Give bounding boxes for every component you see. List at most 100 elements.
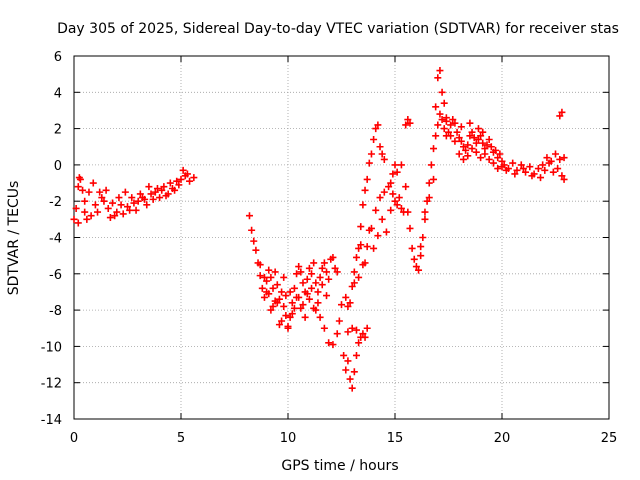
- data-point: [359, 330, 367, 338]
- data-point: [474, 125, 482, 133]
- data-point: [494, 154, 502, 162]
- data-point: [70, 215, 78, 223]
- data-point: [284, 322, 292, 330]
- data-point: [299, 279, 307, 287]
- data-point: [333, 330, 341, 338]
- data-point: [389, 170, 397, 178]
- data-point: [378, 150, 386, 158]
- data-point: [464, 141, 472, 149]
- data-point: [323, 268, 331, 276]
- data-point: [372, 125, 380, 133]
- y-tick-label: -2: [49, 195, 62, 210]
- data-point: [556, 112, 564, 120]
- data-point: [560, 175, 568, 183]
- y-tick-label: -10: [41, 340, 62, 355]
- data-point: [361, 186, 369, 194]
- data-point: [543, 154, 551, 162]
- data-point: [438, 116, 446, 124]
- data-point: [434, 74, 442, 82]
- data-point: [556, 155, 564, 163]
- data-point: [102, 186, 110, 194]
- data-point: [434, 121, 442, 129]
- data-point: [158, 186, 166, 194]
- data-point: [115, 194, 123, 202]
- data-point: [466, 119, 474, 127]
- data-point: [171, 186, 179, 194]
- data-point: [363, 175, 371, 183]
- data-point: [305, 264, 313, 272]
- data-point: [303, 290, 311, 298]
- data-point: [370, 244, 378, 252]
- data-point: [472, 139, 480, 147]
- data-point: [500, 161, 508, 169]
- data-point: [89, 179, 97, 187]
- data-point: [286, 288, 294, 296]
- data-point: [404, 208, 412, 216]
- data-point: [440, 99, 448, 107]
- data-point: [511, 170, 519, 178]
- data-point: [436, 110, 444, 118]
- data-point: [81, 208, 89, 216]
- data-point: [269, 284, 277, 292]
- x-tick-label: 10: [280, 431, 297, 446]
- data-point: [357, 223, 365, 231]
- data-point: [186, 177, 194, 185]
- data-point: [449, 116, 457, 124]
- data-point: [466, 132, 474, 140]
- data-point: [554, 165, 562, 173]
- data-point: [367, 150, 375, 158]
- data-point: [447, 121, 455, 129]
- data-point: [348, 384, 356, 392]
- y-axis-label: SDTVAR / TECUs: [6, 181, 22, 296]
- data-point: [175, 181, 183, 189]
- grid-lines: [74, 56, 609, 419]
- data-point: [427, 161, 435, 169]
- data-point: [258, 284, 266, 292]
- data-point: [457, 137, 465, 145]
- data-point: [352, 326, 360, 334]
- data-point: [179, 166, 187, 174]
- data-point: [76, 175, 84, 183]
- data-point: [87, 212, 95, 220]
- data-point: [402, 121, 410, 129]
- data-point: [263, 288, 271, 296]
- data-point: [479, 139, 487, 147]
- data-point: [352, 253, 360, 261]
- data-point: [387, 179, 395, 187]
- data-point: [83, 215, 91, 223]
- data-point: [314, 288, 322, 296]
- data-point: [425, 179, 433, 187]
- data-point: [451, 119, 459, 127]
- data-point: [126, 206, 134, 214]
- data-point: [355, 339, 363, 347]
- data-point: [517, 161, 525, 169]
- data-point: [457, 123, 465, 131]
- data-point: [338, 301, 345, 309]
- data-point: [391, 161, 399, 169]
- data-point: [421, 215, 429, 223]
- data-point: [162, 192, 170, 200]
- data-point: [293, 270, 301, 278]
- data-point: [382, 228, 390, 236]
- data-point: [295, 263, 303, 271]
- data-point: [560, 154, 568, 162]
- chart-title: Day 305 of 2025, Sidereal Day-to-day VTE…: [57, 21, 619, 37]
- data-point: [402, 183, 410, 191]
- data-point: [541, 166, 549, 174]
- data-point: [100, 197, 108, 205]
- data-point: [308, 270, 316, 278]
- data-point: [121, 188, 129, 196]
- data-point: [363, 243, 371, 251]
- data-point: [355, 244, 363, 252]
- y-tick-label: 4: [54, 86, 62, 101]
- data-point: [342, 366, 350, 374]
- data-point: [136, 190, 144, 198]
- data-point: [393, 168, 401, 176]
- data-point: [344, 357, 352, 365]
- data-point: [380, 155, 388, 163]
- data-point: [350, 279, 358, 287]
- data-point: [256, 261, 264, 269]
- data-point: [447, 132, 455, 140]
- data-point: [74, 183, 82, 191]
- data-point: [558, 108, 566, 116]
